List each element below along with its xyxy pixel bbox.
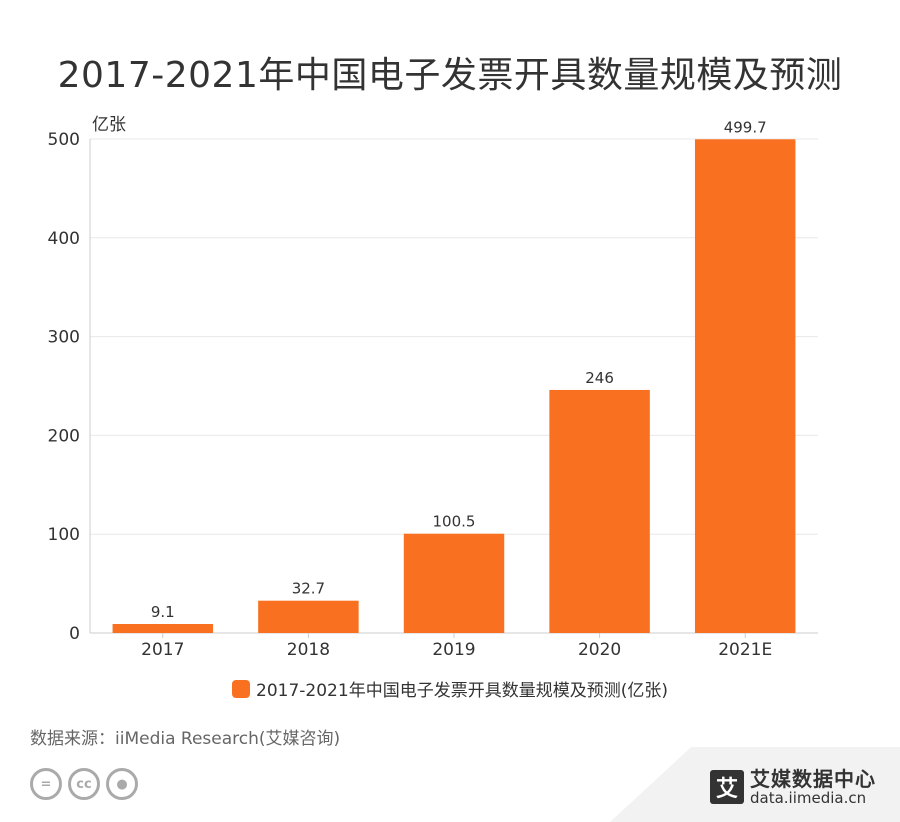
legend-swatch xyxy=(232,679,251,698)
y-tick-label: 300 xyxy=(48,328,80,348)
data-label: 32.7 xyxy=(292,580,325,598)
y-tick-label: 200 xyxy=(48,426,80,446)
y-tick-label: 0 xyxy=(69,624,80,644)
brand-url: data.iimedia.cn xyxy=(750,789,867,807)
x-tick-label: 2021E xyxy=(718,640,772,660)
data-label: 9.1 xyxy=(151,603,175,621)
x-tick-label: 2019 xyxy=(432,640,475,660)
cc-icon: cc xyxy=(68,768,100,800)
x-tick-label: 2020 xyxy=(578,640,621,660)
x-tick-label: 2018 xyxy=(287,640,330,660)
person-icon: ● xyxy=(106,768,138,800)
data-source: 数据来源：iiMedia Research(艾媒咨询) xyxy=(30,729,341,749)
brand-logo: 艾 艾媒数据中心 data.iimedia.cn xyxy=(710,768,876,807)
y-tick-label: 100 xyxy=(48,525,80,545)
bar xyxy=(258,600,359,633)
data-label: 100.5 xyxy=(433,513,476,531)
legend: 2017-2021年中国电子发票开具数量规模及预测(亿张) xyxy=(0,676,900,701)
bar xyxy=(694,139,796,634)
brand-name: 艾媒数据中心 xyxy=(750,767,876,791)
y-tick-label: 500 xyxy=(48,130,80,150)
license-icons: = cc ● xyxy=(30,768,138,800)
legend-label: 2017-2021年中国电子发票开具数量规模及预测(亿张) xyxy=(256,681,668,701)
bar xyxy=(112,624,214,633)
equals-icon: = xyxy=(30,768,62,800)
data-label: 499.7 xyxy=(724,118,767,136)
y-axis-label: 亿张 xyxy=(92,115,126,135)
data-label: 246 xyxy=(585,369,614,387)
bar xyxy=(403,533,505,633)
brand-mark-icon: 艾 xyxy=(710,770,744,805)
bar xyxy=(549,389,650,633)
chart-title: 2017-2021年中国电子发票开具数量规模及预测 xyxy=(57,55,843,96)
x-tick-label: 2017 xyxy=(141,640,184,660)
y-tick-label: 400 xyxy=(48,229,80,249)
